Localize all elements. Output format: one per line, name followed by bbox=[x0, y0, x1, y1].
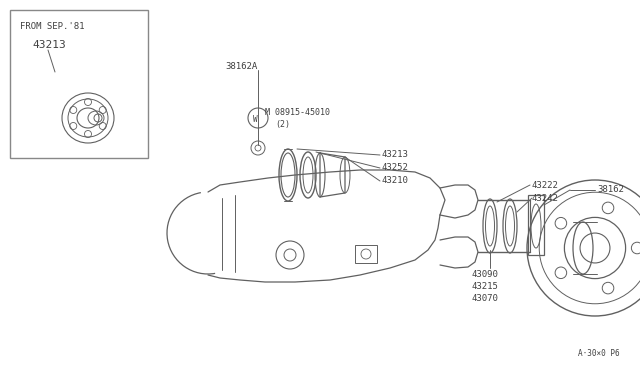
Text: 43070: 43070 bbox=[472, 294, 499, 303]
Bar bbox=[10, 10, 148, 158]
Text: 43222: 43222 bbox=[532, 181, 559, 190]
Text: 43252: 43252 bbox=[382, 163, 409, 172]
Text: 43210: 43210 bbox=[382, 176, 409, 185]
Text: A·30×0 P6: A·30×0 P6 bbox=[579, 349, 620, 358]
Text: 38162A: 38162A bbox=[225, 62, 257, 71]
Text: 38162: 38162 bbox=[597, 185, 624, 194]
Text: 43215: 43215 bbox=[472, 282, 499, 291]
Bar bbox=[355, 245, 377, 263]
Text: W: W bbox=[253, 115, 257, 124]
Text: 43090: 43090 bbox=[472, 270, 499, 279]
Text: 43213: 43213 bbox=[382, 150, 409, 159]
Text: (2): (2) bbox=[275, 120, 290, 129]
Text: FROM SEP.'81: FROM SEP.'81 bbox=[20, 22, 84, 31]
Text: 43242: 43242 bbox=[532, 194, 559, 203]
Text: 43213: 43213 bbox=[32, 40, 66, 50]
Bar bbox=[528, 195, 544, 255]
Text: M 08915-45010: M 08915-45010 bbox=[265, 108, 330, 117]
